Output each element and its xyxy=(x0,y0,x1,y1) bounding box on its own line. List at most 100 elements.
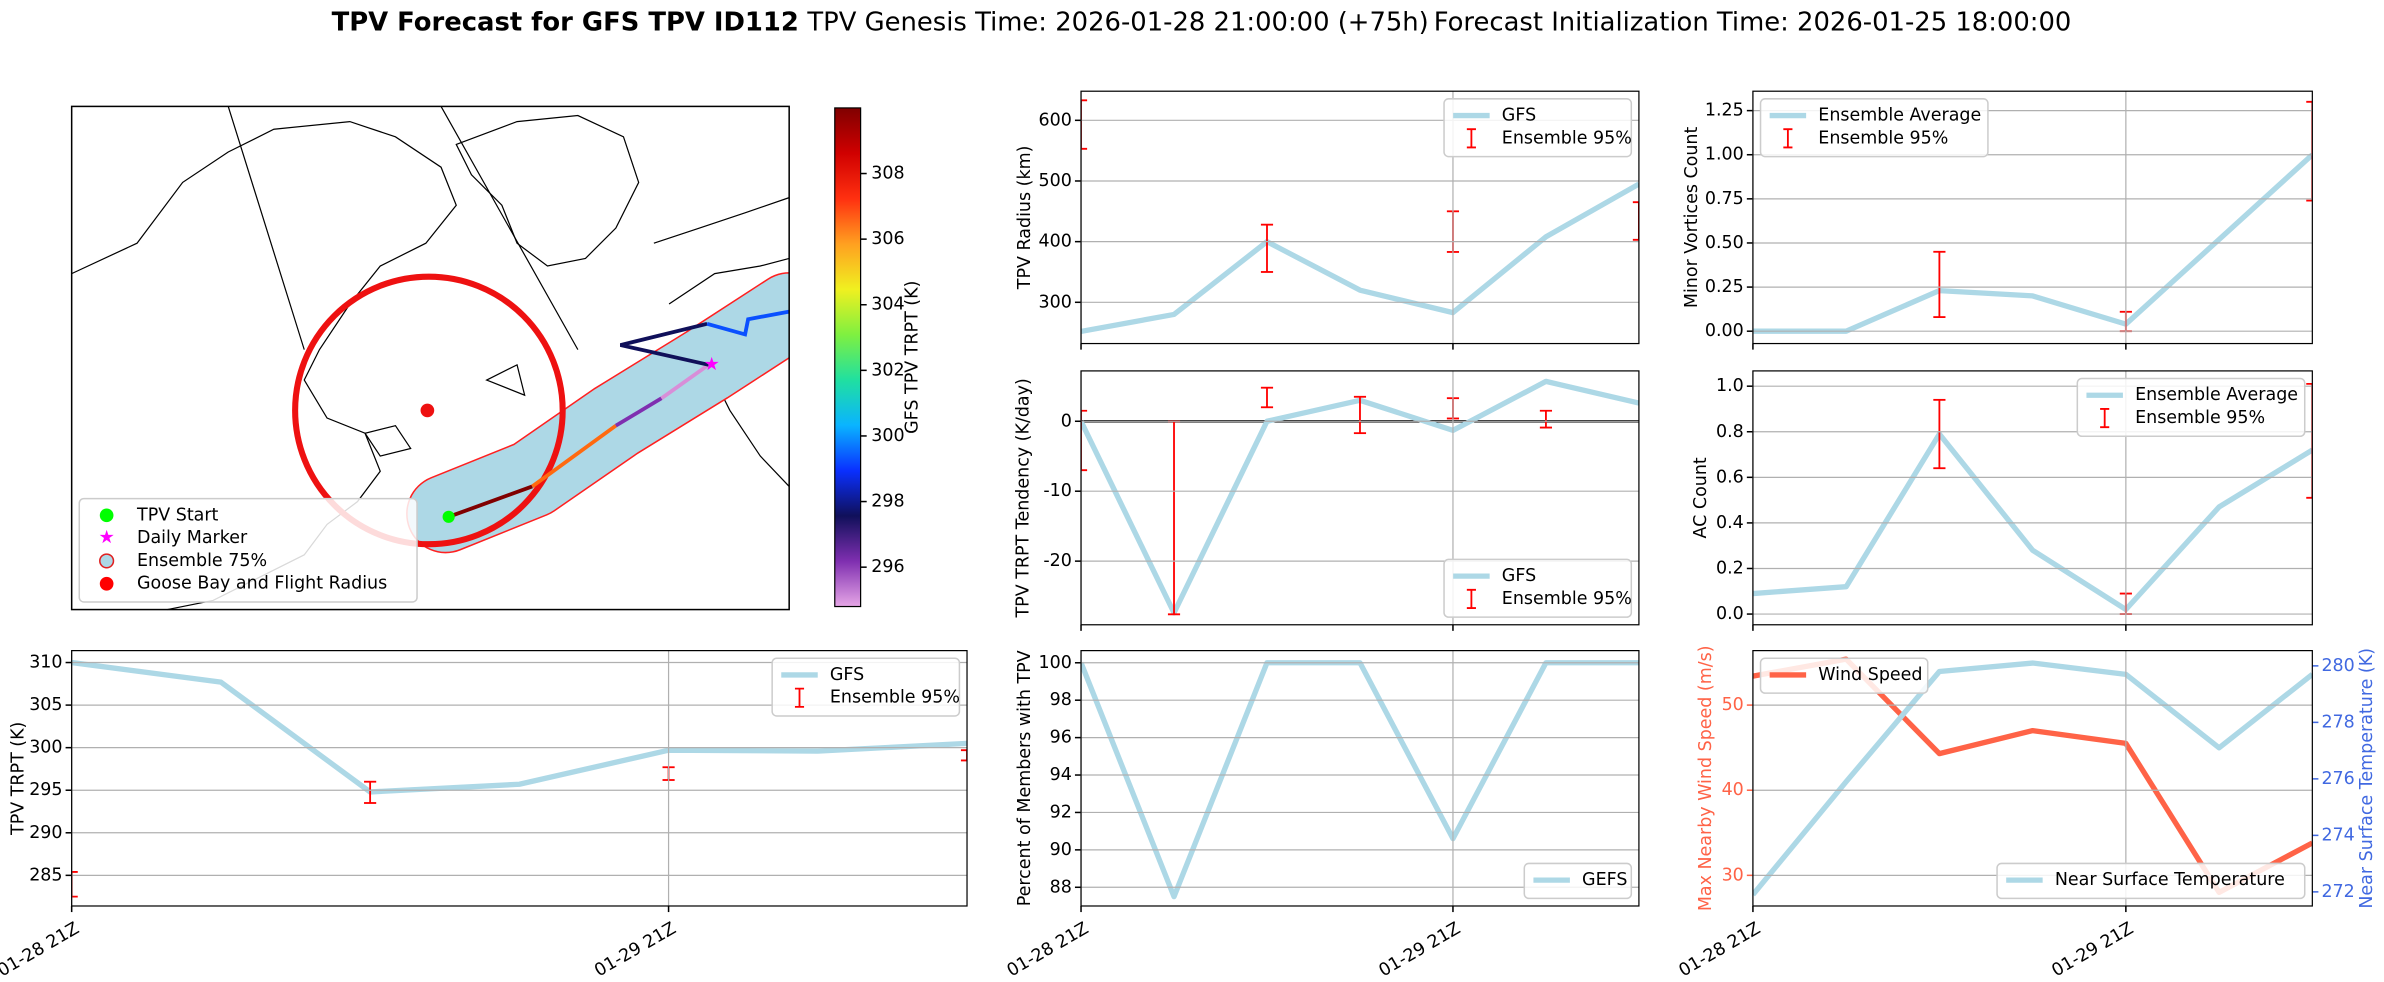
legend-label: Goose Bay and Flight Radius xyxy=(137,574,387,594)
y-tick-label: 0.4 xyxy=(1716,513,1744,533)
series-line xyxy=(1752,431,2313,613)
y-tick-label: 0.0 xyxy=(1716,604,1744,624)
y-tick-label: 40 xyxy=(1722,780,1744,800)
legend-label: Ensemble 95% xyxy=(1818,128,1948,148)
y-tick-label: 500 xyxy=(1039,171,1072,191)
colorbar-tick-label: 304 xyxy=(871,295,904,315)
chart-7: 30 40 50 272 274 276 278 280 01-28 21Z 01-29 21Z M… xyxy=(1676,645,2377,981)
plot-area xyxy=(1752,656,2313,897)
y-tick-label: 0.75 xyxy=(1705,189,1744,209)
y-axis-label: Percent of Members with TPV xyxy=(1015,650,1035,906)
y-axis-label: Max Nearby Wind Speed (m/s) xyxy=(1696,645,1716,911)
legend-label: GEFS xyxy=(1582,870,1627,890)
legend-box xyxy=(1996,862,2306,900)
axes-frame xyxy=(71,650,968,907)
legend-label: Wind Speed xyxy=(1818,665,1922,685)
track xyxy=(448,309,790,519)
legend-box xyxy=(1443,98,1633,158)
y-tick-label: 1.0 xyxy=(1716,376,1744,396)
legend-errorbar xyxy=(1783,128,1793,149)
y-tick-label: 285 xyxy=(29,865,62,885)
legend-box xyxy=(2076,377,2306,438)
x-tick-label: 01-29 21Z xyxy=(591,919,679,982)
colorbar-tick-label: 308 xyxy=(871,164,904,184)
legend-box xyxy=(1759,657,1929,694)
y-tick-label: 600 xyxy=(1039,110,1072,130)
y-axis-label: TPV TRPT Tendency (K/day) xyxy=(1013,378,1033,618)
colorbar-tick-label: 300 xyxy=(871,426,904,446)
series-line xyxy=(1752,660,2313,897)
y-tick-label: 50 xyxy=(1722,695,1744,715)
y-tick-label: 88 xyxy=(1050,877,1072,897)
track-start xyxy=(442,510,455,523)
axes-frame xyxy=(1080,370,1640,626)
series-line xyxy=(1081,181,1639,335)
legend-box xyxy=(1759,98,1989,158)
x-tick-label: 01-28 21Z xyxy=(1004,919,1092,982)
y-axis-label: TPV Radius (km) xyxy=(1015,146,1035,291)
y-tick-label: 305 xyxy=(29,695,62,715)
colorbar-tick-label: 296 xyxy=(871,557,904,577)
legend-label: Ensemble 95% xyxy=(2135,408,2265,428)
y-tick-label: 0.00 xyxy=(1705,321,1744,341)
y2-tick-label: 278 xyxy=(2321,712,2354,732)
y-tick-label: 0.25 xyxy=(1705,277,1744,297)
chart-4: 0.0 0.2 0.4 0.6 0.8 1.0 AC Count Ensemble Avera… xyxy=(1691,370,2313,631)
colorbar-tick-label: 298 xyxy=(871,492,904,512)
legend-label: Ensemble Average xyxy=(1818,106,1981,126)
colorbar-tick-label: 302 xyxy=(871,360,904,380)
axes-frame xyxy=(1080,650,1640,907)
init-time: Forecast Initialization Time: 2026-01-25… xyxy=(1434,7,2072,37)
y-axis-label: AC Count xyxy=(1691,457,1711,538)
y2-axis-label: Near Surface Temperature (K) xyxy=(2357,648,2377,909)
y-tick-label: 0.50 xyxy=(1705,233,1744,253)
legend-box xyxy=(1523,862,1633,900)
y-tick-label: 300 xyxy=(29,738,62,758)
legend-label: GFS xyxy=(1502,106,1536,126)
colorbar-label: GFS TPV TRPT (K) xyxy=(902,281,922,434)
legend-errorbar xyxy=(1466,128,1476,149)
goose-bay xyxy=(420,403,435,418)
legend-label: TPV Start xyxy=(136,505,219,525)
y-tick-label: 94 xyxy=(1050,765,1072,785)
legend-label: Near Surface Temperature xyxy=(2055,870,2285,890)
colorbar xyxy=(834,107,862,608)
plot-area xyxy=(1081,660,1639,900)
chart-3: -20 -10 0 TPV TRPT Tendency (K/day) GFS Ensem… xyxy=(1013,370,1640,631)
series-line xyxy=(71,659,968,795)
x-tick-label: 01-29 21Z xyxy=(1376,919,1464,982)
genesis-time: TPV Genesis Time: 2026-01-28 21:00:00 (+… xyxy=(806,7,1428,37)
y-tick-label: 98 xyxy=(1050,690,1072,710)
x-tick-label: 01-28 21Z xyxy=(0,919,83,982)
y-tick-label: 96 xyxy=(1050,728,1072,748)
y2-tick-label: 272 xyxy=(2321,882,2354,902)
y2-tick-label: 280 xyxy=(2321,656,2354,676)
y-tick-label: 400 xyxy=(1039,232,1072,252)
y-tick-label: 310 xyxy=(29,653,62,673)
legend-marker xyxy=(99,508,114,523)
y-tick-label: -20 xyxy=(1043,551,1072,571)
x-tick-label: 01-28 21Z xyxy=(1676,919,1764,982)
y-axis-label: TPV TRPT (K) xyxy=(8,722,28,836)
colorbar-tick-label: 306 xyxy=(871,229,904,249)
y-tick-label: 90 xyxy=(1050,840,1072,860)
figure-title: TPV Forecast for GFS TPV ID112 xyxy=(332,7,799,37)
legend-label: Ensemble Average xyxy=(2135,385,2298,405)
y-tick-label: 0.8 xyxy=(1716,422,1744,442)
chart-6: 88 90 92 94 96 98 100 01-28 21Z 01-29 21Z Percent… xyxy=(1004,650,1640,982)
legend-box xyxy=(771,657,961,717)
y-tick-label: -10 xyxy=(1043,481,1072,501)
legend-label: GFS xyxy=(830,665,864,685)
legend-box xyxy=(78,497,418,603)
legend-errorbar xyxy=(2100,408,2110,429)
y-tick-label: 30 xyxy=(1722,865,1744,885)
axes-frame xyxy=(1752,90,2313,345)
y-tick-label: 0.6 xyxy=(1716,467,1744,487)
axes-frame xyxy=(1752,650,2313,907)
y-tick-label: 100 xyxy=(1039,653,1072,673)
legend-marker xyxy=(99,553,115,569)
series-line xyxy=(1752,656,2313,896)
series-line xyxy=(1081,660,1639,900)
